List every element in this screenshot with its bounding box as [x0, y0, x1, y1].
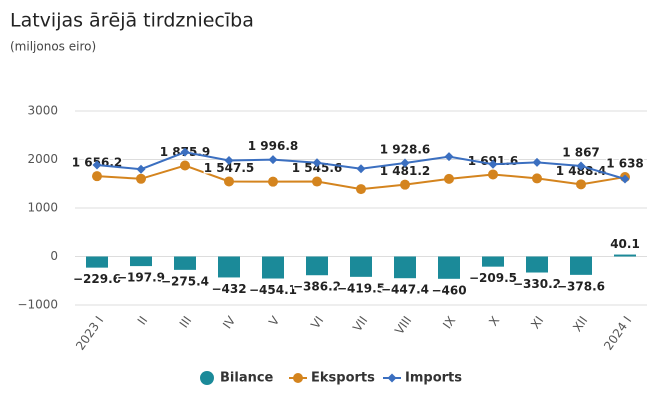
data-label: 1 488.4	[556, 164, 606, 178]
bar	[526, 256, 548, 273]
data-label: −378.6	[557, 279, 605, 293]
y-tick-label: 1000	[27, 201, 58, 215]
point	[576, 179, 586, 190]
bar	[394, 256, 416, 279]
data-label: −419.5	[337, 281, 385, 295]
bar	[306, 256, 328, 276]
data-label: −197.9	[117, 271, 165, 285]
point	[532, 157, 542, 167]
point	[136, 173, 146, 184]
data-label: −432	[211, 282, 246, 296]
point	[224, 155, 234, 165]
bar	[86, 256, 108, 268]
bar	[614, 254, 636, 257]
bar	[482, 256, 504, 267]
data-label: −460	[431, 283, 466, 297]
data-label: −275.4	[161, 274, 209, 288]
point	[180, 160, 190, 171]
bar	[262, 256, 284, 279]
data-label: 1 547.5	[204, 161, 254, 175]
bar	[218, 256, 240, 278]
point	[180, 147, 190, 157]
data-label: 1 481.2	[380, 164, 430, 178]
data-label: 1 867	[562, 145, 600, 159]
y-tick-label: 0	[50, 249, 58, 263]
point	[356, 184, 366, 195]
legend-label: Eksports	[311, 371, 375, 386]
point	[444, 173, 454, 184]
bar	[174, 256, 196, 270]
point	[444, 152, 454, 162]
data-label: 1 638	[606, 157, 644, 171]
data-label: −330.2	[513, 277, 561, 291]
data-label: −229.6	[73, 272, 121, 286]
point	[268, 176, 278, 187]
point	[224, 176, 234, 187]
y-tick-label: 2000	[27, 152, 58, 166]
point	[400, 158, 410, 168]
point	[312, 176, 322, 187]
point	[488, 159, 498, 169]
data-label: −386.2	[293, 280, 341, 294]
legend-label: Bilance	[220, 371, 274, 386]
bar	[350, 256, 372, 277]
point	[356, 164, 366, 174]
legend-swatch	[387, 373, 397, 383]
point	[312, 158, 322, 168]
data-label: −447.4	[381, 283, 429, 297]
point	[576, 161, 586, 171]
point	[400, 179, 410, 190]
data-label: 40.1	[610, 237, 640, 251]
chart-title: Latvijas ārējā tirdzniecība	[10, 10, 254, 32]
legend-label: Imports	[405, 371, 462, 386]
chart-subtitle: (miljonos eiro)	[10, 40, 96, 54]
legend-swatch	[293, 373, 303, 383]
data-label: 1 928.6	[380, 142, 430, 156]
bar	[130, 256, 152, 267]
bar	[570, 256, 592, 275]
y-tick-label: −1000	[17, 298, 58, 312]
legend-swatch	[200, 371, 214, 385]
point	[620, 174, 630, 184]
point	[92, 171, 102, 182]
bar	[438, 256, 460, 279]
point	[136, 164, 146, 174]
point	[92, 160, 102, 170]
point	[532, 173, 542, 184]
data-label: −454.1	[249, 283, 297, 297]
point	[268, 155, 278, 165]
data-label: 1 996.8	[248, 139, 298, 153]
point	[488, 169, 498, 180]
data-label: −209.5	[469, 271, 517, 285]
y-tick-label: 3000	[27, 104, 58, 118]
